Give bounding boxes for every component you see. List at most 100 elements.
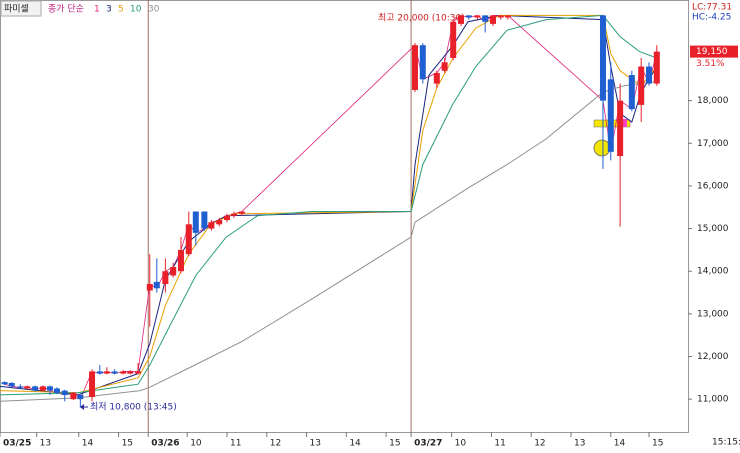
annotation: 최고 20,000 (10:30) — [378, 13, 465, 24]
candle-body — [238, 211, 245, 214]
candle-body — [24, 386, 31, 389]
x-tick-label: 14 — [349, 439, 361, 449]
legend: 1 3 5 10 30 — [94, 5, 160, 15]
annotation: 최저 10,800 (13:45) — [90, 402, 177, 413]
candle-body — [146, 284, 153, 291]
x-tick-label: 11 — [230, 439, 241, 449]
candle-body — [411, 45, 418, 90]
x-tick-label: 03/25 — [3, 439, 31, 449]
x-tick-label: 13 — [40, 439, 51, 449]
x-tick-label: 10 — [190, 439, 202, 449]
candle-body — [504, 15, 511, 18]
candle-body — [192, 211, 199, 233]
candle-body — [628, 75, 635, 110]
candle-body — [39, 386, 46, 391]
signal-marker — [593, 139, 611, 157]
candle-body — [177, 249, 184, 272]
candle-body — [32, 386, 39, 391]
ma-line — [0, 81, 657, 402]
x-tick-label: 12 — [534, 439, 545, 449]
current-price: 19,150 — [696, 47, 728, 57]
candle-body — [419, 45, 426, 80]
x-tick-label: 15 — [652, 439, 663, 449]
candle-body — [441, 62, 448, 71]
candle-body — [103, 371, 110, 374]
candle-body — [497, 15, 504, 18]
x-tick-label: 13 — [310, 439, 321, 449]
time-label: 15:15:00 — [712, 438, 740, 448]
x-tick-label: 11 — [494, 439, 505, 449]
x-tick-label: 03/26 — [151, 439, 179, 449]
legend-entry: 1 — [94, 5, 100, 15]
candle-body — [216, 220, 223, 225]
candle-body — [465, 15, 472, 18]
candle-body — [17, 386, 24, 388]
candle-body — [162, 271, 169, 285]
x-tick-label: 14 — [82, 439, 94, 449]
candle-body — [474, 15, 481, 18]
candle-body — [458, 15, 465, 24]
y-tick-label: 14,000 — [697, 267, 729, 277]
candle-body — [46, 386, 53, 391]
candle-body — [53, 388, 60, 393]
y-tick-label: 12,000 — [697, 352, 729, 362]
candle-body — [482, 15, 489, 22]
candle-body — [70, 392, 77, 400]
y-tick-label: 16,000 — [697, 181, 729, 191]
candle-body — [170, 266, 177, 276]
candle-body — [607, 79, 614, 152]
x-tick-label: 12 — [270, 439, 281, 449]
symbol-box — [0, 0, 42, 17]
indicator-label: 종가 단순 — [48, 4, 84, 15]
x-tick-label: 10 — [455, 439, 467, 449]
y-tick-label: 13,000 — [697, 309, 729, 319]
current-price-box — [690, 45, 738, 58]
candle-body — [645, 66, 652, 84]
x-tick-label: 15 — [389, 439, 400, 449]
legend-entry: 10 — [130, 5, 142, 15]
ma-line — [0, 14, 658, 394]
candle-body — [111, 371, 118, 374]
y-tick-label: 17,000 — [697, 139, 729, 149]
price-change: 3.51% — [696, 59, 725, 69]
candle-body — [120, 371, 127, 374]
candle-body — [599, 15, 606, 101]
stat: HC:-4.25 — [692, 13, 731, 23]
x-tick-label: 14 — [614, 439, 626, 449]
y-tick-label: 11,000 — [697, 395, 729, 405]
candle-body — [8, 382, 15, 387]
candle-body — [127, 371, 134, 374]
candle-body — [653, 51, 660, 84]
candle-body — [433, 72, 440, 84]
candle-body — [489, 15, 496, 24]
x-tick-label: 15 — [122, 439, 133, 449]
signal-marker — [620, 119, 627, 127]
candle-body — [223, 215, 230, 221]
candle-body — [77, 394, 84, 400]
x-tick-label: 03/27 — [414, 439, 442, 449]
candle-body — [135, 371, 142, 374]
annotation-arrow — [80, 404, 84, 410]
candle-body — [450, 21, 457, 58]
symbol-name: 파미셀 — [4, 4, 29, 15]
candle-body — [61, 390, 68, 395]
candle-body — [208, 222, 215, 229]
candle-body — [89, 371, 96, 398]
candle-body — [185, 224, 192, 255]
legend-entry: 5 — [118, 5, 124, 15]
candle-body — [231, 213, 238, 216]
stat: LC:77.31 — [692, 3, 732, 13]
candle-body — [617, 100, 624, 157]
x-tick-label: 13 — [574, 439, 585, 449]
plot-frame — [0, 0, 689, 433]
candle-body — [153, 281, 160, 289]
legend-entry: 30 — [148, 5, 160, 15]
y-tick-label: 15,000 — [697, 224, 729, 234]
legend-entry: 3 — [106, 5, 112, 15]
candle-body — [638, 66, 645, 105]
candle-body — [1, 382, 8, 385]
candle-body — [201, 211, 208, 229]
candle-body — [96, 371, 103, 374]
